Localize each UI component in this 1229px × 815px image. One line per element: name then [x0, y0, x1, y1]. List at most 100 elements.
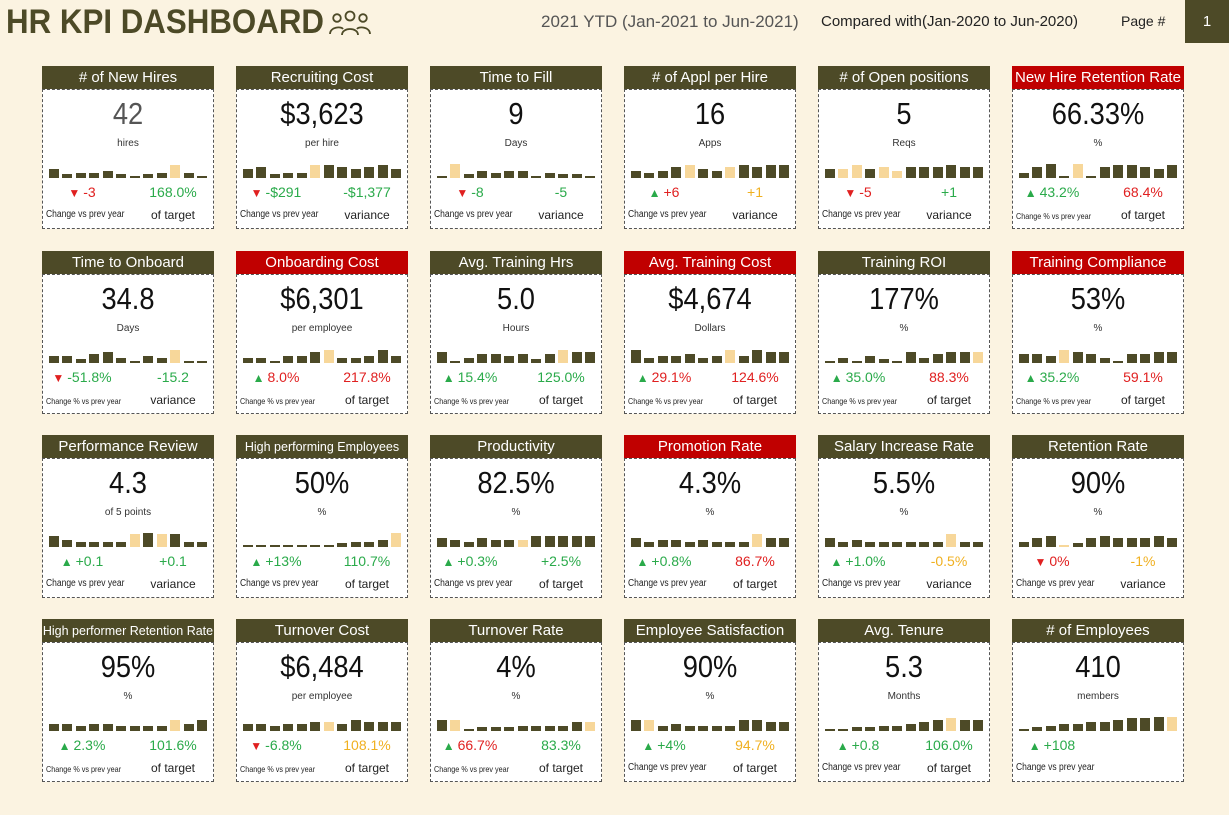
page-number[interactable]: 1	[1185, 0, 1229, 43]
spark-bar	[1099, 167, 1110, 178]
kpi-card[interactable]: New Hire Retention Rate 66.33%% ▲ 43.2% 68.4…	[1012, 66, 1184, 229]
spark-bar	[323, 545, 334, 547]
spark-bar	[973, 352, 984, 363]
kpi-card[interactable]: Avg. Training Hrs 5.0 Hours ▲ 15.4% 125.0% Cha…	[430, 251, 602, 414]
kpi-title: Time to Onboard	[42, 251, 214, 274]
spark-bar	[571, 352, 582, 363]
kpi-unit: %	[705, 507, 715, 518]
kpi-card[interactable]: # of Appl per Hire 16 Apps ▲ +6 +1 Change vs p…	[624, 66, 796, 229]
spark-bar	[865, 356, 876, 363]
kpi-value: $6,484	[280, 649, 364, 684]
spark-bar	[62, 724, 73, 731]
kpi-card[interactable]: Turnover Cost $6,484 per employee ▼ -6.8% 108…	[236, 619, 408, 782]
kpi-card[interactable]: Productivity 82.5%% ▲ +0.3% +2.5% Change vs p…	[430, 435, 602, 598]
kpi-card[interactable]: Promotion Rate 4.3%% ▲ +0.8% 86.7% Change vs …	[624, 435, 796, 598]
spark-bar	[644, 173, 655, 178]
kpi-sparkline	[47, 345, 209, 363]
spark-bar	[337, 543, 348, 547]
spark-bar	[1045, 356, 1056, 363]
spark-bar	[946, 718, 957, 731]
spark-bar	[544, 726, 555, 731]
spark-bar	[1032, 727, 1043, 731]
kpi-change-value: +4%	[657, 737, 686, 753]
kpi-card[interactable]: Onboarding Cost $6,301 per employee ▲ 8.0% 21…	[236, 251, 408, 414]
spark-bar	[89, 173, 100, 178]
spark-bar	[1113, 720, 1124, 731]
spark-bar	[1018, 542, 1029, 547]
kpi-unit: Days	[116, 323, 140, 334]
kpi-title: High performing Employees	[236, 435, 408, 458]
kpi-value: 42	[112, 96, 144, 131]
kpi-card[interactable]: Avg. Training Cost $4,674 Dollars ▲ 29.1% 124…	[624, 251, 796, 414]
kpi-card[interactable]: # of Employees 410 members ▲ +108 Change vs p…	[1012, 619, 1184, 782]
kpi-body: 66.33%% ▲ 43.2% 68.4% Change % vs prev year o…	[1012, 89, 1184, 229]
kpi-card[interactable]: Recruiting Cost $3,623 per hire ▼ -$291 -$1,3…	[236, 66, 408, 229]
kpi-change: ▲ 43.2%	[1017, 184, 1087, 200]
spark-bar	[1167, 538, 1178, 547]
kpi-change: ▲ +0.8%	[629, 553, 699, 569]
spark-bar	[1059, 545, 1070, 547]
spark-bar	[129, 534, 140, 547]
spark-bar	[62, 174, 73, 178]
kpi-unit: per employee	[291, 691, 353, 702]
kpi-title: # of Employees	[1012, 619, 1184, 642]
kpi-card[interactable]: # of New Hires 42 hires ▼ -3 168.0% Change vs …	[42, 66, 214, 229]
kpi-card[interactable]: High performer Retention Rate 95%% ▲ 2.3% 10…	[42, 619, 214, 782]
spark-bar	[711, 356, 722, 363]
kpi-card[interactable]: Retention Rate 90%% ▼ 0% -1% Change vs prev y…	[1012, 435, 1184, 598]
kpi-value: 4.3	[109, 465, 147, 500]
kpi-sparkline	[823, 713, 985, 731]
kpi-change-label: Change vs prev year	[434, 209, 513, 220]
kpi-card[interactable]: Training Compliance 53%% ▲ 35.2% 59.1% Change…	[1012, 251, 1184, 414]
spark-bar	[1113, 165, 1124, 178]
spark-bar	[170, 534, 181, 547]
kpi-card[interactable]: Avg. Tenure 5.3 Months ▲ +0.8 106.0% Change vs…	[818, 619, 990, 782]
triangle-up-icon: ▲	[636, 555, 649, 569]
triangle-up-icon: ▲	[442, 555, 455, 569]
kpi-card[interactable]: Turnover Rate 4%% ▲ 66.7% 83.3% Change % vs p…	[430, 619, 602, 782]
spark-bar	[765, 352, 776, 363]
kpi-value: 410	[1075, 649, 1121, 684]
spark-bar	[725, 542, 736, 547]
spark-bar	[657, 171, 668, 178]
spark-bar	[544, 536, 555, 547]
spark-bar	[644, 542, 655, 547]
spark-bar	[725, 167, 736, 178]
kpi-change-label: Change vs prev year	[240, 209, 319, 220]
kpi-unit: of 5 points	[104, 507, 152, 518]
spark-bar	[711, 542, 722, 547]
kpi-title: Avg. Training Cost	[624, 251, 796, 274]
triangle-up-icon: ▲	[830, 555, 843, 569]
spark-bar	[183, 724, 194, 731]
spark-bar	[585, 536, 596, 547]
spark-bar	[170, 720, 181, 731]
kpi-card[interactable]: Salary Increase Rate 5.5%% ▲ +1.0% -0.5% Chan…	[818, 435, 990, 598]
spark-bar	[197, 361, 208, 363]
kpi-sparkline	[435, 160, 597, 178]
kpi-target-label: variance	[732, 208, 778, 222]
spark-bar	[711, 726, 722, 731]
kpi-card[interactable]: Training ROI 177%% ▲ 35.0% 88.3% Change % vs …	[818, 251, 990, 414]
kpi-card[interactable]: High performing Employees 50%% ▲ +13% 110.7%…	[236, 435, 408, 598]
spark-bar	[851, 165, 862, 178]
spark-bar	[1018, 354, 1029, 363]
kpi-card[interactable]: # of Open positions 5 Reqs ▼ -5 +1 Change vs p…	[818, 66, 990, 229]
page-label: Page #	[1121, 13, 1166, 29]
kpi-card[interactable]: Performance Review 4.3 of 5 points ▲ +0.1 +0.…	[42, 435, 214, 598]
kpi-body: 5.5%% ▲ +1.0% -0.5% Change vs prev year varia…	[818, 458, 990, 598]
spark-bar	[116, 174, 127, 178]
spark-bar	[170, 165, 181, 178]
kpi-card[interactable]: Time to Onboard 34.8 Days ▼ -51.8% -15.2 Chang…	[42, 251, 214, 414]
kpi-sparkline	[435, 713, 597, 731]
kpi-value: 53%	[1070, 281, 1126, 316]
kpi-card[interactable]: Employee Satisfaction 90%% ▲ +4% 94.7% Change…	[624, 619, 796, 782]
spark-bar	[878, 359, 889, 363]
kpi-card[interactable]: Time to Fill 9 Days ▼ -8 -5 Change vs prev yea…	[430, 66, 602, 229]
kpi-body: 82.5%% ▲ +0.3% +2.5% Change vs prev year of t…	[430, 458, 602, 598]
spark-bar	[919, 542, 930, 547]
spark-bar	[269, 726, 280, 731]
triangle-up-icon: ▲	[830, 371, 843, 385]
spark-bar	[102, 171, 113, 178]
spark-bar	[684, 542, 695, 547]
kpi-unit: Apps	[698, 138, 722, 149]
